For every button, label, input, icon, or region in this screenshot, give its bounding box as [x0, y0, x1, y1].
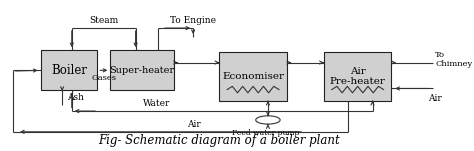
- Text: To
Chimney: To Chimney: [435, 51, 472, 68]
- Text: Water: Water: [143, 99, 171, 108]
- FancyBboxPatch shape: [219, 52, 287, 101]
- Text: Gases: Gases: [91, 74, 116, 82]
- Text: Air
Pre-heater: Air Pre-heater: [330, 67, 386, 86]
- FancyBboxPatch shape: [41, 50, 97, 90]
- Text: Steam: Steam: [89, 16, 118, 25]
- Text: Boiler: Boiler: [51, 64, 87, 77]
- Text: To Engine: To Engine: [170, 16, 216, 25]
- Text: Fig- Schematic diagram of a boiler plant: Fig- Schematic diagram of a boiler plant: [99, 134, 340, 147]
- Text: Ash: Ash: [67, 93, 84, 102]
- Text: Super-heater: Super-heater: [109, 66, 174, 75]
- Text: Air: Air: [428, 94, 442, 103]
- Text: Feed water pump: Feed water pump: [232, 129, 300, 137]
- Text: Air: Air: [187, 120, 201, 129]
- Text: Economiser: Economiser: [222, 72, 284, 81]
- FancyBboxPatch shape: [110, 50, 173, 90]
- Circle shape: [256, 116, 280, 124]
- FancyBboxPatch shape: [324, 52, 392, 101]
